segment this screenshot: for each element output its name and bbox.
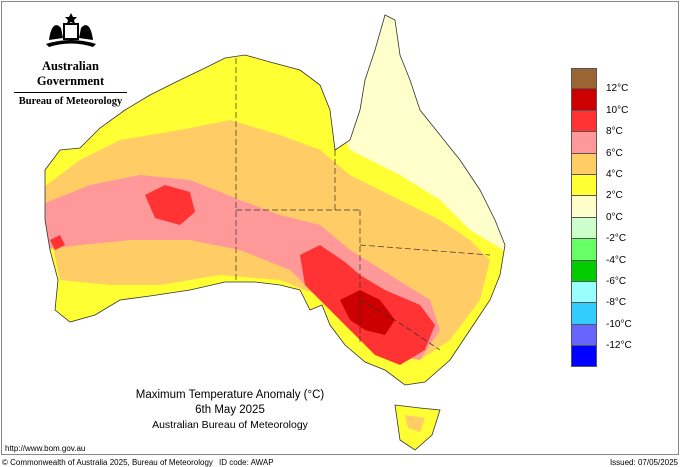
government-name: Australian Government xyxy=(36,59,105,88)
legend-label: -2°C xyxy=(606,233,627,245)
legend-swatch xyxy=(571,110,597,133)
legend-label: -12°C xyxy=(606,340,632,352)
legend-label: -4°C xyxy=(606,254,627,266)
map-frame xyxy=(1,1,679,455)
coat-of-arms-icon xyxy=(45,13,96,47)
legend-swatch xyxy=(571,217,597,240)
legend-label: 4°C xyxy=(606,169,623,180)
legend-swatch xyxy=(571,196,597,218)
legend-swatch xyxy=(571,303,597,325)
legend-swatch xyxy=(571,153,597,175)
legend-label: 8°C xyxy=(606,126,623,138)
legend-label: -8°C xyxy=(606,297,627,309)
legend-label: 6°C xyxy=(606,147,623,159)
state-borders xyxy=(235,58,491,351)
legend-label: 0°C xyxy=(606,211,623,223)
copyright: © Commonwealth of Australia 2025, Bureau… xyxy=(2,458,213,467)
id-code: ID code: AWAP xyxy=(219,458,274,467)
legend-label: 10°C xyxy=(606,104,629,116)
legend-swatch xyxy=(571,174,597,197)
bom-url-link[interactable]: http://www.bom.gov.au xyxy=(5,444,86,453)
legend-label: 12°C xyxy=(606,83,629,95)
issued-date: Issued: 07/05/2025 xyxy=(609,458,678,467)
legend-swatch xyxy=(571,68,597,90)
map-source: Australian Bureau of Meteorology xyxy=(152,419,308,431)
bureau-name: Bureau of Meteorology xyxy=(14,92,127,107)
legend-swatch xyxy=(571,346,597,368)
legend-swatch xyxy=(571,132,597,154)
map-title-block: Maximum Temperature Anomaly (°C) 6th May… xyxy=(100,388,360,433)
legend-label: 2°C xyxy=(606,190,623,202)
legend-swatch xyxy=(571,281,597,304)
map-title: Maximum Temperature Anomaly (°C) xyxy=(135,389,325,401)
legend-label: -10°C xyxy=(606,318,632,330)
government-logo: Australian Government Bureau of Meteorol… xyxy=(8,10,133,107)
map-date: 6th May 2025 xyxy=(195,404,265,416)
color-legend: 12°C 10°C 8°C 6°C 4°C 2°C 0°C -2°C -4°C -6°C -8°C -… xyxy=(571,68,632,368)
legend-swatch xyxy=(571,89,597,111)
legend-label: -6°C xyxy=(606,276,627,287)
legend-swatch xyxy=(571,324,597,347)
legend-swatch xyxy=(571,260,597,282)
legend-swatch xyxy=(571,239,597,261)
